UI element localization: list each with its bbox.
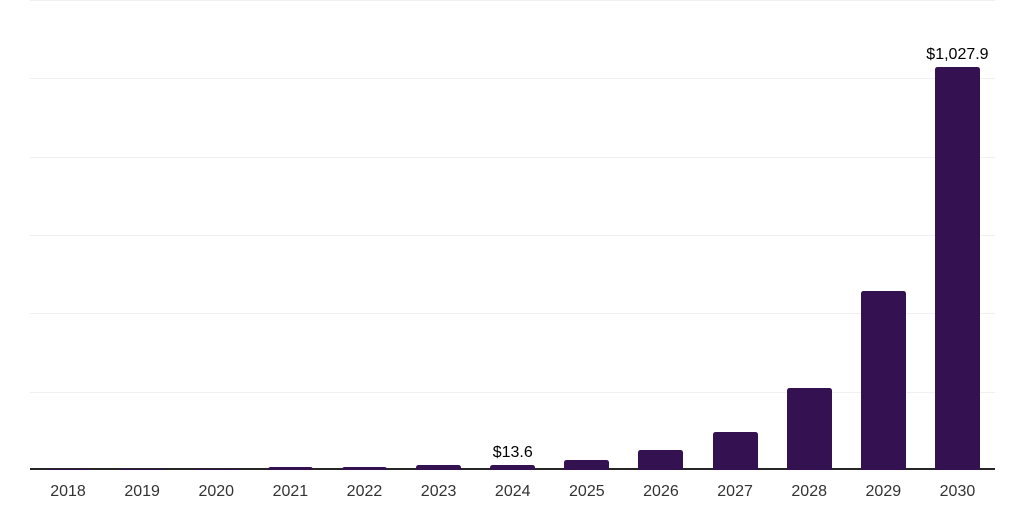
bar-2024: $13.6 <box>490 444 536 470</box>
gridline-600 <box>30 235 995 236</box>
x-tick-2029: 2029 <box>865 483 902 500</box>
plot-area: $13.6 $1,027.9 <box>30 0 995 470</box>
x-tick-2025: 2025 <box>569 483 605 500</box>
bar-2030: $1,027.9 <box>926 46 989 470</box>
bar-2022 <box>341 467 387 470</box>
value-label-2024: $13.6 <box>492 443 533 461</box>
gridline-800 <box>30 156 995 158</box>
gridline-400 <box>30 313 995 315</box>
x-tick-2019: 2019 <box>124 483 160 500</box>
bar-2018 <box>45 469 91 470</box>
gridline-200 <box>30 391 995 393</box>
value-label-2030: $1,027.9 <box>926 46 989 64</box>
x-tick-2020: 2020 <box>198 483 235 500</box>
x-tick-2022: 2022 <box>346 483 383 500</box>
bar-2021 <box>267 467 313 470</box>
gridline-1000 <box>30 78 995 80</box>
x-tick-2018: 2018 <box>50 483 86 500</box>
x-tick-2023: 2023 <box>420 483 457 500</box>
bar-2019 <box>119 469 165 470</box>
bar-2023 <box>416 465 462 470</box>
x-tick-2024: 2024 <box>494 483 531 500</box>
bar-2027 <box>712 432 758 470</box>
bar-2028 <box>786 387 832 470</box>
bar-2025 <box>564 459 610 470</box>
bar-2026 <box>638 450 684 470</box>
x-tick-2027: 2027 <box>717 483 753 500</box>
x-tick-2021: 2021 <box>272 483 309 500</box>
x-tick-2030: 2030 <box>939 483 976 500</box>
x-tick-2026: 2026 <box>643 483 679 500</box>
x-tick-2028: 2028 <box>791 483 827 500</box>
bar-2020 <box>193 468 239 470</box>
bar-2029 <box>860 291 906 470</box>
gridline-1200 <box>30 0 995 1</box>
